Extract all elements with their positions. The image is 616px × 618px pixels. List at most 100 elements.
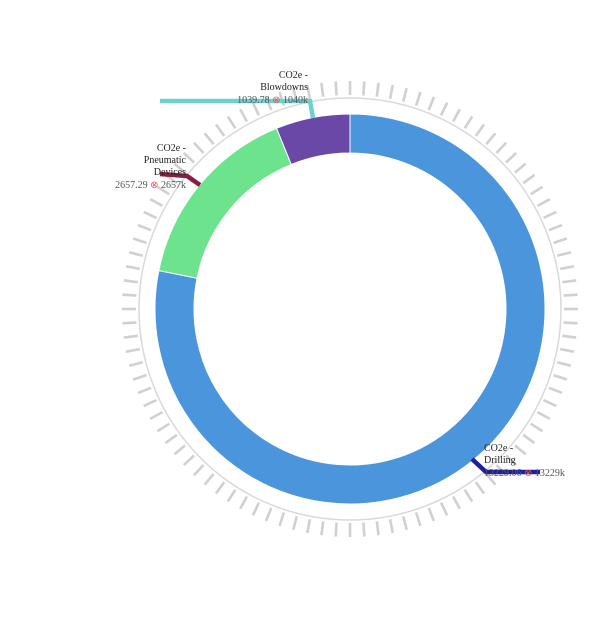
ring-tick — [306, 518, 312, 534]
ring-tick — [553, 373, 568, 381]
ring-tick — [536, 198, 551, 208]
ring-tick — [156, 422, 171, 433]
leader-line — [470, 457, 540, 475]
ring-tick — [388, 84, 394, 100]
ring-tick — [505, 454, 518, 467]
ring-tick — [132, 373, 147, 381]
ring-tick — [427, 96, 436, 111]
ring-tick — [320, 521, 325, 536]
ring-tick — [143, 398, 157, 408]
ring-tick — [239, 495, 249, 510]
ring-tick — [122, 293, 137, 297]
ring-tick — [388, 518, 394, 534]
ring-tick — [514, 444, 527, 456]
ring-tick — [137, 386, 152, 395]
donut-slices — [154, 113, 546, 505]
ring-tick — [334, 522, 338, 537]
ring-tick — [125, 265, 141, 271]
ring-tick — [182, 151, 195, 164]
ring-tick — [292, 515, 299, 531]
marker-icon: ⊗ — [150, 180, 158, 191]
ring-tick — [125, 347, 141, 353]
ring-tick — [128, 251, 144, 258]
donut-slice[interactable] — [154, 113, 546, 505]
ring-tick — [439, 102, 449, 116]
leader-line — [159, 171, 202, 187]
ring-tick — [334, 81, 338, 96]
marker-icon: ⊗ — [524, 468, 532, 479]
slice-name-label: CO2e - — [484, 443, 513, 454]
slice-value-label: 13229.06 ⊗ 13229k — [484, 468, 565, 479]
ring-tick — [414, 91, 422, 106]
ring-tick — [182, 454, 195, 467]
ring-tick — [522, 433, 536, 445]
ring-tick — [149, 198, 164, 208]
leader-line — [160, 98, 316, 119]
outer-ring-circle — [138, 97, 562, 521]
slice-value-label: 1039.78 ⊗ 1040k — [237, 95, 308, 106]
ring-tick — [543, 210, 557, 220]
ring-tick — [173, 444, 186, 456]
ring-tick — [362, 81, 366, 96]
ring-tick — [427, 507, 436, 522]
ring-tick — [192, 141, 205, 154]
slice-name-label: Blowdowns — [260, 82, 308, 93]
ring-tick — [485, 132, 497, 145]
slice-name-label: Pneumatic — [144, 155, 187, 166]
ring-tick — [485, 473, 497, 486]
ring-tick — [559, 265, 575, 271]
ring-tick — [149, 410, 164, 420]
slice-name-label: CO2e - — [157, 143, 186, 154]
ring-tick — [143, 210, 157, 220]
ring-tick — [556, 251, 572, 258]
ring-tick — [529, 422, 544, 433]
ring-tick — [164, 433, 178, 445]
ring-tick — [514, 162, 527, 174]
ring-tick — [562, 334, 577, 339]
ring-tick — [264, 507, 273, 522]
ring-tick — [553, 237, 568, 245]
ring-tick — [401, 87, 408, 103]
ring-tick — [375, 521, 380, 536]
ring-tick — [543, 398, 557, 408]
ring-tick — [536, 410, 551, 420]
slice-name-label: Drilling — [484, 455, 516, 466]
ring-tick — [226, 488, 237, 503]
ring-tick — [128, 360, 144, 367]
ring-tick — [562, 279, 577, 284]
ring-tick — [495, 141, 508, 154]
ring-tick — [320, 82, 325, 97]
ring-tick — [563, 293, 578, 297]
ring-tick — [192, 464, 205, 477]
ring-tick — [451, 495, 461, 510]
ring-tick — [563, 321, 578, 325]
ring-tick — [463, 115, 474, 130]
marker-icon: ⊗ — [272, 95, 280, 106]
ring-tick — [414, 512, 422, 527]
ring-tick — [203, 132, 215, 145]
ring-tick — [214, 123, 226, 137]
donut-slice[interactable] — [275, 113, 351, 166]
ring-tick — [548, 386, 563, 395]
ring-tick — [556, 360, 572, 367]
ring-tick — [306, 84, 312, 100]
ring-tick — [156, 185, 171, 196]
ring-tick — [173, 162, 186, 174]
ring-tick — [375, 82, 380, 97]
ring-tick — [251, 502, 261, 516]
slice-value-label: 2657.29 ⊗ 2657k — [115, 180, 186, 191]
ring-tick — [123, 334, 138, 339]
ring-tick — [463, 488, 474, 503]
ring-tick — [137, 223, 152, 232]
ring-tick — [122, 321, 137, 325]
ring-tick — [214, 481, 226, 495]
ring-tick — [522, 173, 536, 185]
ring-tick — [505, 151, 518, 164]
ring-tick — [226, 115, 237, 130]
ring-tick — [123, 279, 138, 284]
ring-tick — [278, 512, 286, 527]
slice-name-label: CO2e - — [279, 70, 308, 81]
ring-tick — [132, 237, 147, 245]
